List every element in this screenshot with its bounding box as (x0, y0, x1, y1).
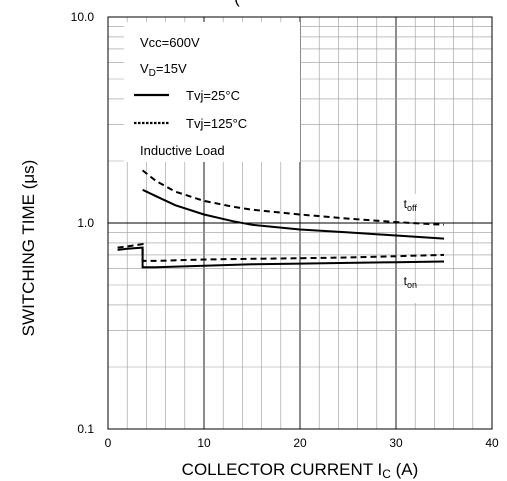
legend-box (124, 22, 300, 162)
ton-label: ton (404, 274, 417, 290)
legend-entry-tvj-25: Tvj=25°C (186, 88, 240, 103)
legend-condition-vcc: Vcc=600V (140, 35, 200, 50)
x-axis-title-subscript: C (382, 467, 391, 481)
ton-label-bg (400, 286, 426, 303)
plot-area-frame (107, 16, 493, 430)
x-axis-title: COLLECTOR CURRENT IC (A) (182, 460, 419, 481)
series-line-2 (117, 246, 445, 269)
x-tick-label-2: 20 (293, 436, 307, 450)
legend-entry-tvj-125: Tvj=125°C (186, 116, 247, 131)
y-tick-label-1: 1.0 (77, 216, 94, 230)
x-axis-title-unit: (A) (391, 460, 418, 479)
curve-labels: toff ton (400, 194, 426, 303)
legend: Vcc=600V VD=15V Tvj=25°C Tvj=125°C Induc… (124, 22, 300, 162)
x-tick-label-0: 0 (105, 436, 112, 450)
legend-condition-vd: VD=15V (140, 61, 187, 79)
x-tick-label-3: 30 (389, 436, 403, 450)
y-axis-title: SWITCHING TIME (μs) (19, 160, 38, 337)
y-tick-label-0: 0.1 (77, 422, 94, 436)
x-tick-label-4: 40 (485, 436, 499, 450)
series-line-1 (141, 169, 445, 226)
toff-label-bg (400, 194, 426, 211)
x-tick-label-1: 10 (197, 436, 211, 450)
series-layer (117, 169, 445, 269)
x-axis-title-main: COLLECTOR CURRENT I (182, 460, 383, 479)
chart-title-fragment: ( (234, 0, 240, 7)
series-line-3 (117, 242, 445, 262)
legend-note-inductive-load: Inductive Load (140, 143, 225, 158)
tick-labels: 0 10 20 30 40 0.1 1.0 10.0 (71, 10, 499, 450)
y-tick-label-2: 10.0 (71, 10, 95, 24)
toff-label: toff (404, 197, 418, 213)
series-line-0 (142, 188, 445, 240)
